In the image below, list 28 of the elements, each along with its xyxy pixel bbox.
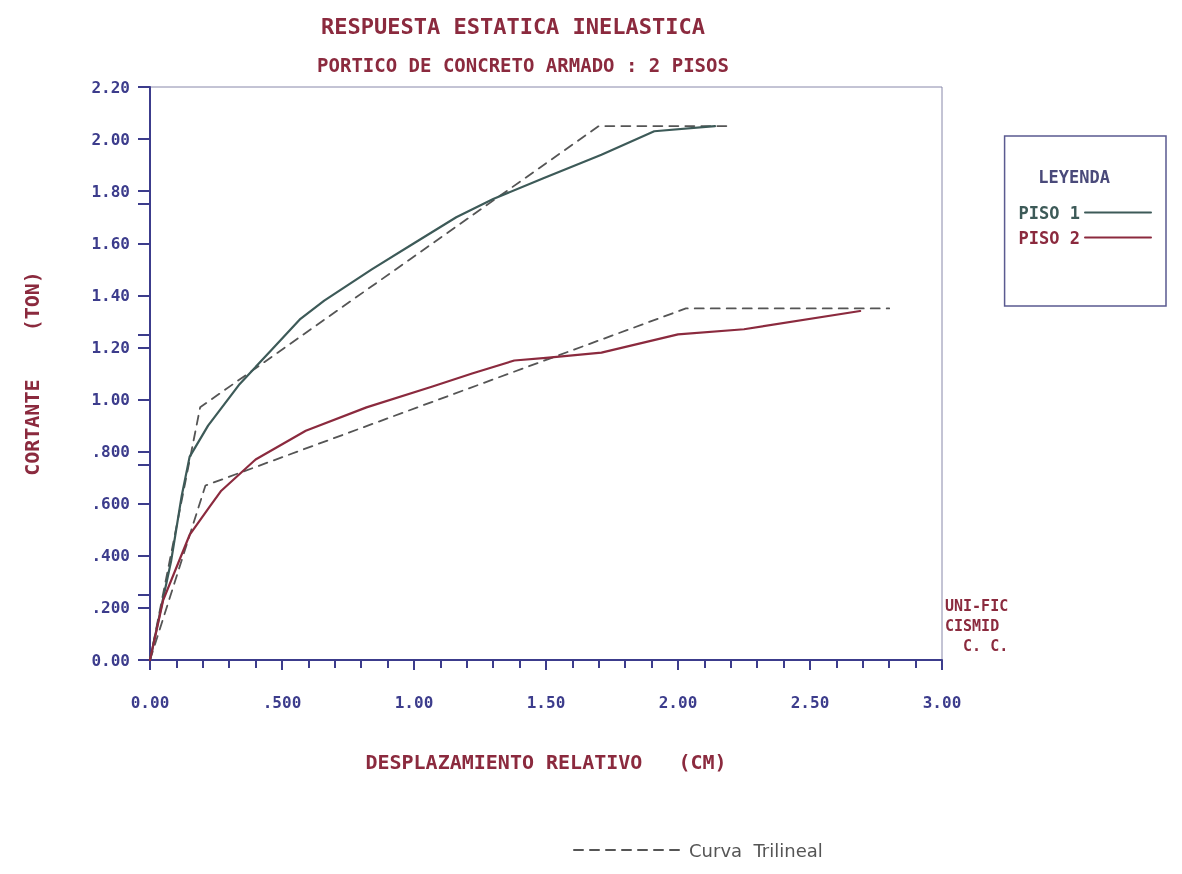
- y-tick-label: 1.80: [91, 181, 130, 201]
- y-tick-label: 1.40: [91, 285, 130, 305]
- y-tick-label: 1.60: [91, 233, 130, 253]
- y-tick-label: .800: [91, 442, 130, 462]
- legend-label: PISO 1: [1018, 202, 1080, 223]
- x-tick-label: .500: [262, 692, 302, 712]
- y-axis-title: CORTANTE (TON): [20, 271, 44, 476]
- y-tick-label: .200: [91, 598, 130, 618]
- y-tick-label: 1.20: [91, 337, 130, 357]
- y-tick-label: .600: [91, 494, 130, 514]
- y-tick-label: 2.00: [91, 129, 130, 149]
- text: UNI-FIC CISMID C. C.: [945, 597, 1009, 655]
- x-tick-label: 0.00: [130, 692, 170, 712]
- y-tick-label: 1.00: [91, 390, 130, 410]
- x-tick-label: 2.50: [790, 692, 830, 712]
- chart-title: RESPUESTA ESTATICA INELASTICA: [320, 13, 706, 39]
- y-tick-label: 0.00: [91, 650, 130, 670]
- text: Curva Trilineal: [689, 839, 823, 861]
- y-tick-label: 2.20: [91, 77, 130, 97]
- x-tick-label: 3.00: [922, 692, 962, 712]
- chart-subtitle: PORTICO DE CONCRETO ARMADO : 2 PISOS: [317, 53, 729, 76]
- x-tick-label: 2.00: [658, 692, 698, 712]
- legend-title: LEYENDA: [1038, 166, 1111, 187]
- y-tick-label: .400: [91, 546, 130, 566]
- x-tick-label: 1.00: [394, 692, 434, 712]
- x-axis-title: DESPLAZAMIENTO RELATIVO (CM): [365, 750, 727, 774]
- x-tick-label: 1.50: [526, 692, 566, 712]
- legend-label: PISO 2: [1018, 227, 1080, 248]
